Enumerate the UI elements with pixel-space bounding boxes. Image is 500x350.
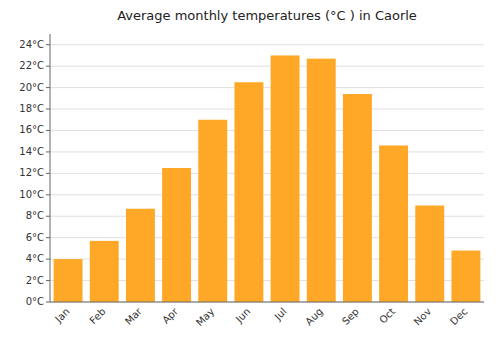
y-tick xyxy=(46,302,50,303)
bars xyxy=(54,55,481,302)
x-tick-label: May xyxy=(194,306,216,328)
x-tick-label: Nov xyxy=(412,306,434,328)
bar xyxy=(90,241,119,302)
bar xyxy=(198,120,227,302)
y-tick-label: 24°C xyxy=(19,39,44,50)
grid-line xyxy=(50,151,484,152)
bar xyxy=(451,251,480,302)
y-tick-label: 16°C xyxy=(19,124,44,135)
grid-line xyxy=(50,130,484,131)
y-tick-label: 0°C xyxy=(26,296,44,307)
x-tick-label: Sep xyxy=(340,306,361,327)
chart-svg: 0°C 2°C 4°C 6°C 8°C 10°C 12°C 14°C 16°C 18°C 20°C 2… xyxy=(0,0,500,350)
grid-line xyxy=(50,173,484,174)
bar xyxy=(271,55,300,302)
grid-line xyxy=(50,109,484,110)
grid-line xyxy=(50,66,484,67)
x-tick-label: Mar xyxy=(123,305,145,327)
y-tick xyxy=(46,216,50,217)
x-axis-line xyxy=(50,302,484,303)
bar xyxy=(126,209,155,302)
y-tick-label: 14°C xyxy=(19,146,44,157)
y-axis-line xyxy=(50,34,51,302)
title: Average monthly temperatures (°C ) in Ca… xyxy=(117,8,417,23)
y-tick-label: 18°C xyxy=(19,103,44,114)
grid-line xyxy=(50,194,484,195)
x-tick-label: Dec xyxy=(448,306,469,327)
x-tick-label: Aug xyxy=(303,306,325,328)
y-tick xyxy=(46,130,50,131)
y-tick-label: 22°C xyxy=(19,60,44,71)
bar xyxy=(307,59,336,302)
grid-line xyxy=(50,44,484,45)
y-tick xyxy=(46,44,50,45)
y-tick-label: 20°C xyxy=(19,82,44,93)
bar xyxy=(234,82,263,302)
grid-line xyxy=(50,87,484,88)
y-tick-label: 4°C xyxy=(26,253,44,264)
y-tick-label: 6°C xyxy=(26,232,44,243)
y-tick-label: 12°C xyxy=(19,167,44,178)
grid xyxy=(50,45,484,302)
x-tick-label: Oct xyxy=(377,306,397,326)
bar xyxy=(343,94,372,302)
y-tick xyxy=(46,173,50,174)
x-tick-label: Feb xyxy=(87,306,107,326)
x-tick-label: Jul xyxy=(272,306,289,323)
y-tick xyxy=(46,66,50,67)
y-tick xyxy=(46,109,50,110)
bar xyxy=(162,168,191,302)
x-tick-label: Apr xyxy=(160,305,181,326)
y-tick xyxy=(46,194,50,195)
y-tick xyxy=(46,237,50,238)
x-tick-label: Jan xyxy=(52,306,71,325)
y-tick-label: 8°C xyxy=(26,210,44,221)
y-tick xyxy=(46,151,50,152)
y-tick-label: 2°C xyxy=(26,275,44,286)
y-tick xyxy=(46,259,50,260)
y-tick-label: 10°C xyxy=(19,189,44,200)
bar xyxy=(54,259,83,302)
y-tick xyxy=(46,87,50,88)
y-tick xyxy=(46,280,50,281)
axes: 0°C 2°C 4°C 6°C 8°C 10°C 12°C 14°C 16°C 18°C 20°C 2… xyxy=(19,34,484,328)
chart-container: 0°C 2°C 4°C 6°C 8°C 10°C 12°C 14°C 16°C 18°C 20°C 2… xyxy=(0,0,500,350)
grid-line xyxy=(50,302,484,303)
bar xyxy=(415,206,444,302)
x-tick-label: Jun xyxy=(233,306,253,326)
bar xyxy=(379,145,408,302)
